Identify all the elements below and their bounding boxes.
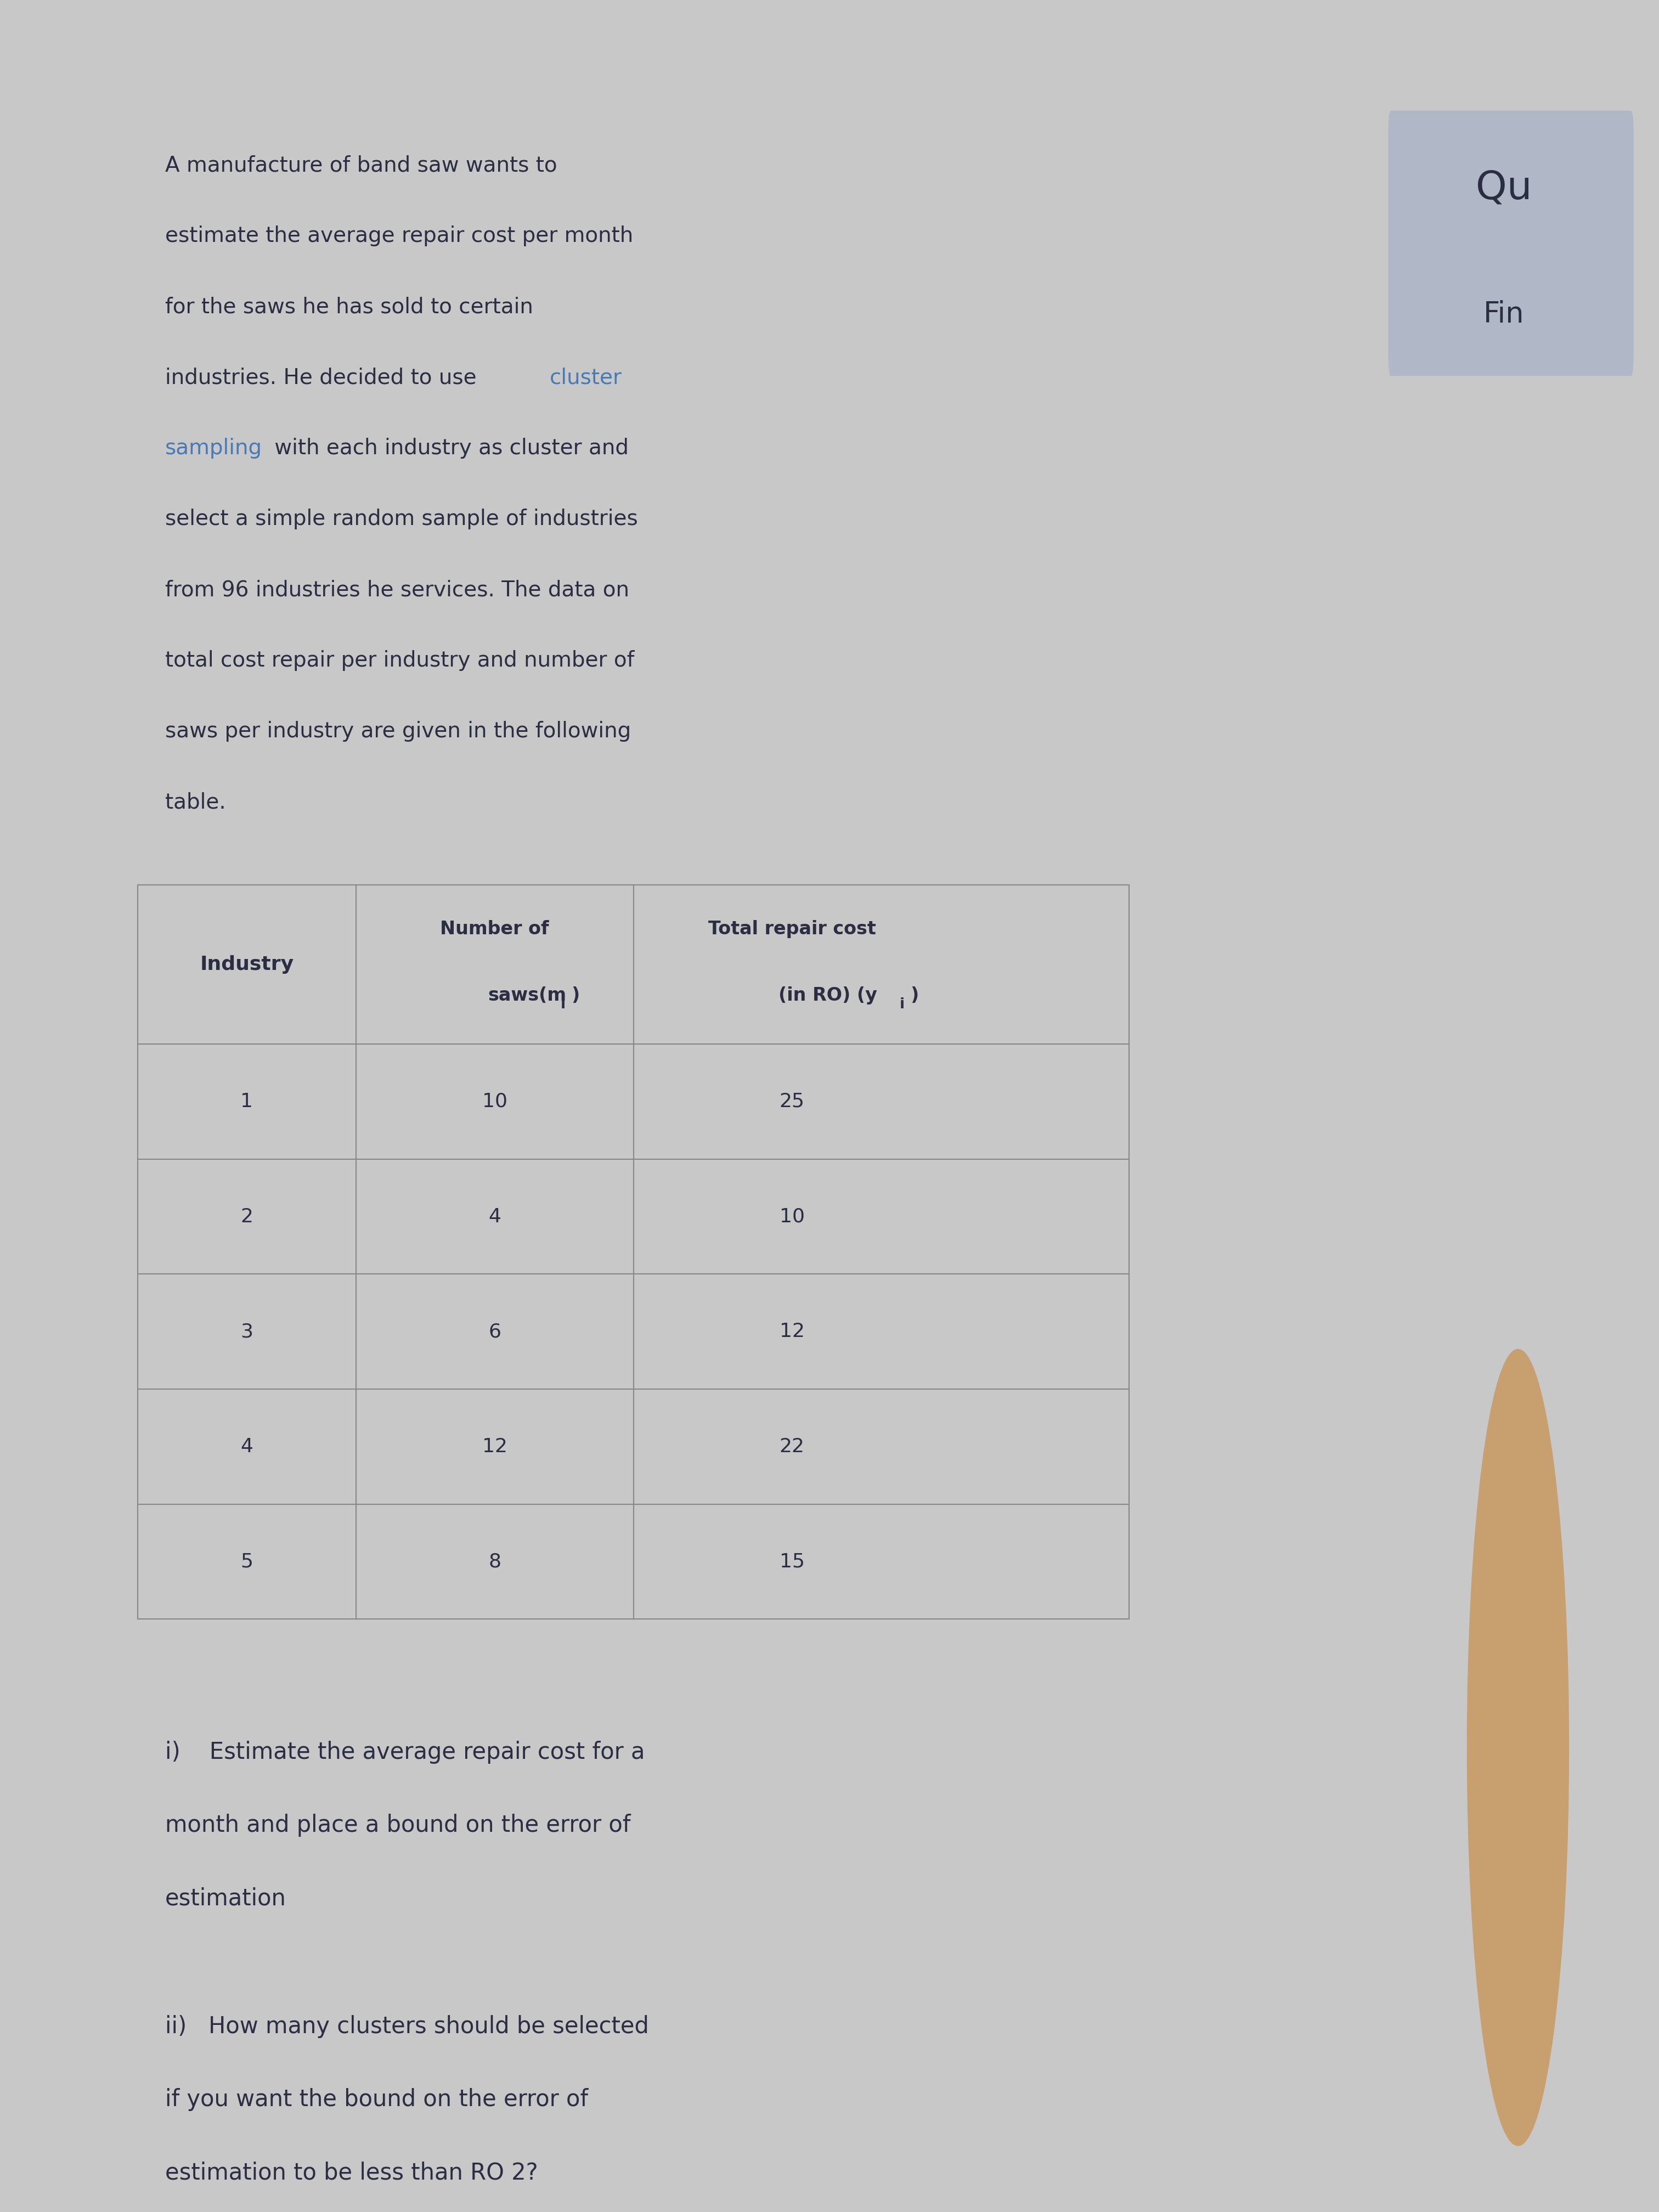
Text: Fin: Fin — [1483, 301, 1525, 327]
Text: 10: 10 — [780, 1208, 805, 1225]
Text: Number of: Number of — [440, 920, 549, 938]
Text: select a simple random sample of industries: select a simple random sample of industr… — [166, 509, 639, 529]
Text: ii)   How many clusters should be selected: ii) How many clusters should be selected — [166, 2015, 649, 2037]
Text: cluster: cluster — [549, 367, 622, 387]
Bar — [138, 885, 1130, 1619]
Text: 25: 25 — [780, 1093, 805, 1110]
Text: 12: 12 — [483, 1438, 508, 1455]
Text: ): ) — [571, 987, 579, 1004]
Text: 10: 10 — [483, 1093, 508, 1110]
Text: estimate the average repair cost per month: estimate the average repair cost per mon… — [166, 226, 634, 246]
Circle shape — [1467, 1349, 1569, 2146]
Text: for the saws he has sold to certain: for the saws he has sold to certain — [166, 296, 533, 316]
Text: i: i — [561, 998, 566, 1011]
Text: 5: 5 — [241, 1553, 254, 1571]
Text: i)    Estimate the average repair cost for a: i) Estimate the average repair cost for … — [166, 1741, 645, 1763]
Text: estimation to be less than RO 2?: estimation to be less than RO 2? — [166, 2161, 538, 2183]
Text: 4: 4 — [488, 1208, 501, 1225]
Text: 22: 22 — [780, 1438, 805, 1455]
Text: 6: 6 — [488, 1323, 501, 1340]
Text: 1: 1 — [241, 1093, 254, 1110]
FancyBboxPatch shape — [1389, 111, 1634, 376]
Text: (in RO) (y: (in RO) (y — [778, 987, 878, 1004]
Text: total cost repair per industry and number of: total cost repair per industry and numbe… — [166, 650, 634, 670]
Text: 12: 12 — [780, 1323, 805, 1340]
Text: 8: 8 — [488, 1553, 501, 1571]
Text: saws per industry are given in the following: saws per industry are given in the follo… — [166, 721, 630, 741]
Text: Qu: Qu — [1477, 168, 1531, 208]
Text: ): ) — [911, 987, 919, 1004]
Text: with each industry as cluster and: with each industry as cluster and — [267, 438, 629, 458]
Text: table.: table. — [166, 792, 226, 812]
Text: 15: 15 — [780, 1553, 805, 1571]
Text: 4: 4 — [241, 1438, 254, 1455]
Text: if you want the bound on the error of: if you want the bound on the error of — [166, 2088, 589, 2110]
Text: 2: 2 — [241, 1208, 254, 1225]
Text: i: i — [899, 998, 904, 1011]
Text: sampling: sampling — [166, 438, 262, 458]
Text: A manufacture of band saw wants to: A manufacture of band saw wants to — [166, 155, 557, 175]
Text: saws(m: saws(m — [488, 987, 566, 1004]
Text: Industry: Industry — [199, 956, 294, 973]
Text: estimation: estimation — [166, 1887, 287, 1909]
Text: from 96 industries he services. The data on: from 96 industries he services. The data… — [166, 580, 629, 599]
Text: industries. He decided to use: industries. He decided to use — [166, 367, 483, 387]
Text: Total repair cost: Total repair cost — [708, 920, 876, 938]
Text: month and place a bound on the error of: month and place a bound on the error of — [166, 1814, 630, 1836]
Text: 3: 3 — [241, 1323, 254, 1340]
